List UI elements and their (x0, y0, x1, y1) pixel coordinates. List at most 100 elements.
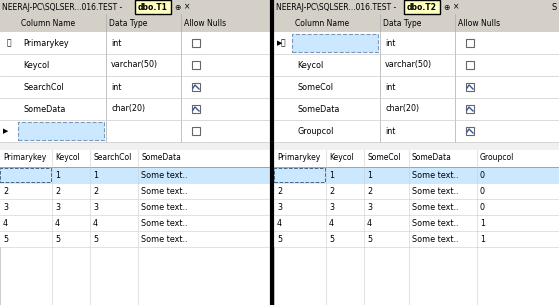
Text: 5: 5 (93, 235, 98, 243)
Text: ×: × (184, 2, 191, 12)
Text: Keycol: Keycol (329, 153, 354, 163)
Text: NEERAJ-PC\SQLSER...016.TEST -: NEERAJ-PC\SQLSER...016.TEST - (2, 2, 122, 12)
Text: 0: 0 (480, 170, 485, 180)
Bar (0, 150, 272, 305)
Bar (192, 105, 200, 113)
Bar (466, 105, 474, 113)
Text: 3: 3 (55, 203, 60, 211)
Bar (0, 76, 272, 98)
Text: Column Name: Column Name (21, 19, 75, 27)
Text: Data Type: Data Type (383, 19, 421, 27)
Text: 1: 1 (480, 235, 485, 243)
Text: int: int (111, 38, 121, 48)
Text: Column Name: Column Name (295, 19, 349, 27)
Text: 3: 3 (3, 203, 8, 211)
Text: Some text..: Some text.. (141, 235, 187, 243)
Bar (274, 167, 559, 183)
Text: 4: 4 (329, 218, 334, 228)
Text: Keycol: Keycol (23, 60, 49, 70)
Text: varchar(50): varchar(50) (111, 60, 158, 70)
Bar (0, 167, 272, 183)
Text: int: int (111, 82, 121, 92)
Bar (0, 14, 272, 32)
Bar (0, 54, 272, 76)
Bar (0, 142, 272, 150)
Text: SomeData: SomeData (412, 153, 452, 163)
Text: SomeData: SomeData (141, 153, 181, 163)
Text: Groupcol: Groupcol (480, 153, 514, 163)
Bar (0, 98, 272, 120)
Text: 3: 3 (367, 203, 372, 211)
Text: Groupcol: Groupcol (297, 127, 333, 135)
Text: Some text..: Some text.. (412, 203, 458, 211)
Bar (274, 32, 559, 54)
Text: SomeData: SomeData (297, 105, 339, 113)
Text: Primarykey: Primarykey (297, 38, 343, 48)
Bar (274, 14, 559, 142)
Text: char(20): char(20) (385, 105, 419, 113)
Bar (192, 61, 200, 69)
Bar (274, 120, 559, 142)
Text: 0: 0 (480, 203, 485, 211)
Bar (274, 98, 559, 120)
Bar (18, 122, 104, 140)
Text: Some text..: Some text.. (412, 235, 458, 243)
Bar (274, 183, 559, 199)
Bar (466, 39, 474, 47)
Text: 🔑: 🔑 (7, 38, 11, 48)
Bar (466, 127, 474, 135)
Text: char(20): char(20) (111, 105, 145, 113)
Bar (0, 14, 272, 142)
Text: 1: 1 (277, 170, 282, 180)
Bar (135, 0, 171, 14)
Text: 4: 4 (367, 218, 372, 228)
Bar (274, 150, 559, 305)
Bar (0, 150, 272, 167)
Text: SomeCol: SomeCol (367, 153, 400, 163)
Text: ⊕: ⊕ (174, 2, 181, 12)
Bar (274, 168, 325, 182)
Text: 0: 0 (480, 186, 485, 196)
Text: S: S (551, 2, 556, 12)
Text: Primarykey: Primarykey (23, 38, 69, 48)
Bar (274, 0, 559, 14)
Text: Primarykey: Primarykey (3, 153, 46, 163)
Text: 2: 2 (277, 186, 282, 196)
Bar (0, 199, 272, 215)
Text: dbo.T1: dbo.T1 (138, 2, 168, 12)
Text: 5: 5 (329, 235, 334, 243)
Text: 2: 2 (93, 186, 98, 196)
Text: 5: 5 (3, 235, 8, 243)
Text: ▶: ▶ (3, 128, 8, 134)
Text: SearchCol: SearchCol (93, 153, 131, 163)
Text: Some text..: Some text.. (141, 203, 187, 211)
Text: 1: 1 (367, 170, 372, 180)
Text: 3: 3 (93, 203, 98, 211)
Bar (466, 83, 474, 91)
Text: SomeData: SomeData (23, 105, 65, 113)
Text: 2: 2 (55, 186, 60, 196)
Text: 4: 4 (93, 218, 98, 228)
Text: 2: 2 (329, 186, 334, 196)
Text: Some text..: Some text.. (141, 186, 187, 196)
Text: Data Type: Data Type (109, 19, 148, 27)
Text: ▶: ▶ (277, 40, 282, 46)
Text: Some text..: Some text.. (412, 186, 458, 196)
Text: Some text..: Some text.. (412, 170, 458, 180)
Bar (192, 127, 200, 135)
Bar (274, 150, 559, 167)
Text: Primarykey: Primarykey (277, 153, 320, 163)
Text: 3: 3 (329, 203, 334, 211)
Bar (0, 168, 51, 182)
Text: Allow Nulls: Allow Nulls (458, 19, 500, 27)
Text: Some text..: Some text.. (141, 170, 187, 180)
Text: 2: 2 (3, 186, 8, 196)
Text: 1: 1 (55, 170, 60, 180)
Bar (292, 34, 378, 52)
Bar (274, 215, 559, 231)
Text: 4: 4 (277, 218, 282, 228)
Text: 4: 4 (3, 218, 8, 228)
Text: SearchCol: SearchCol (23, 82, 64, 92)
Text: 5: 5 (55, 235, 60, 243)
Bar (192, 39, 200, 47)
